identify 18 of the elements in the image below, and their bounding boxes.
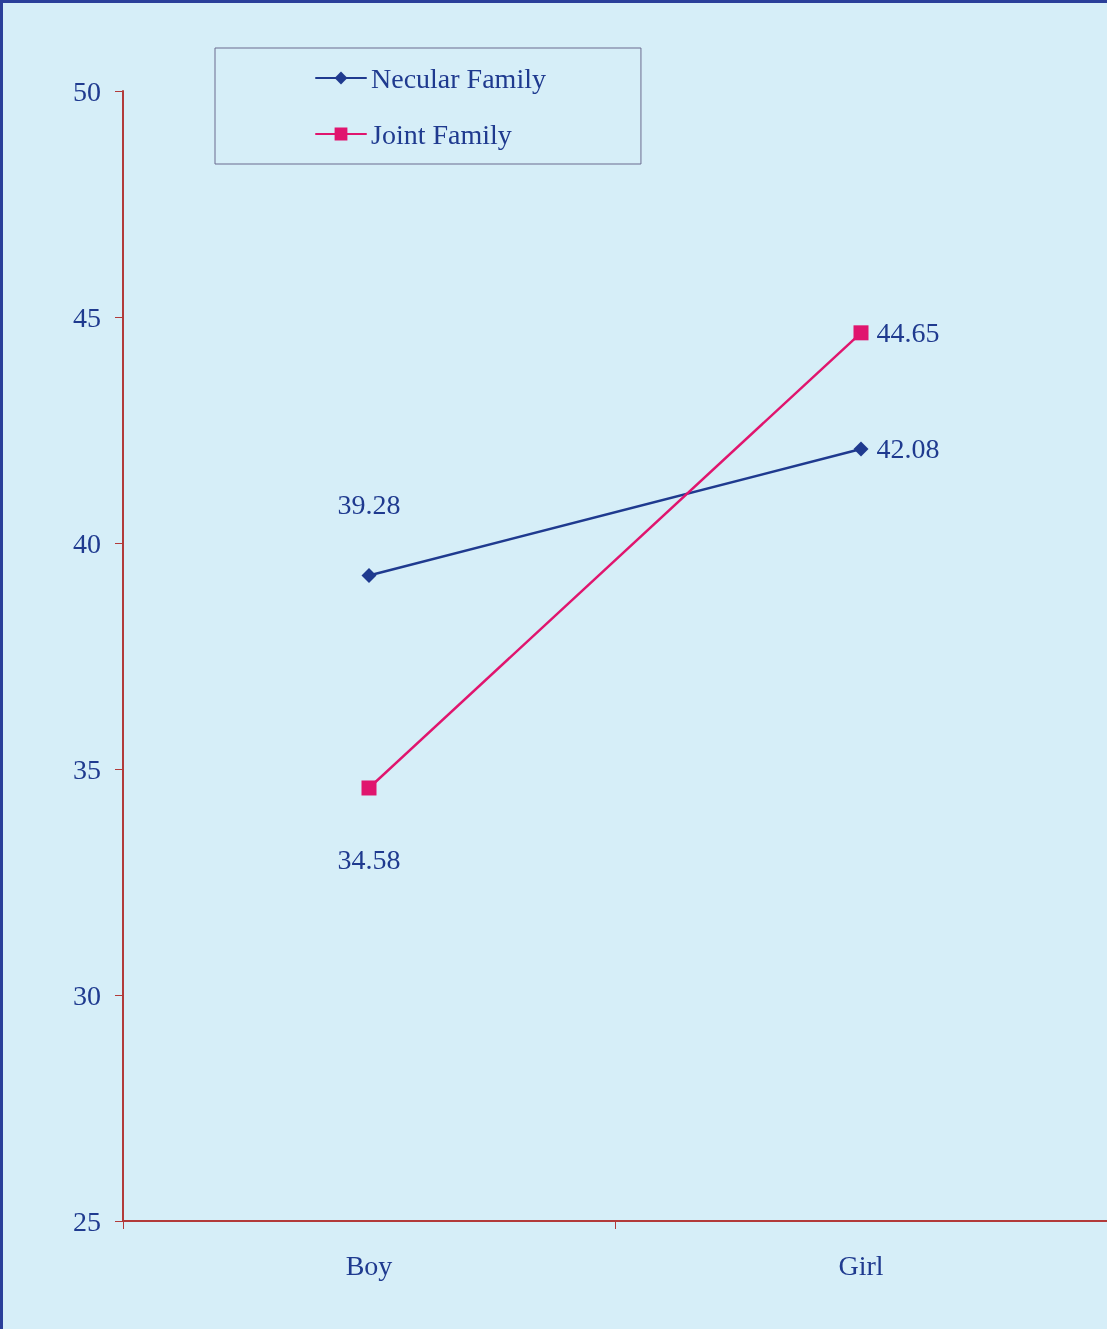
- y-tick-label: 35: [73, 753, 101, 785]
- y-tick-label: 50: [73, 75, 101, 107]
- y-tick-label: 25: [73, 1205, 101, 1237]
- y-tick-label: 40: [73, 527, 101, 559]
- point: [853, 441, 869, 457]
- data-label: 42.08: [876, 433, 940, 465]
- point: [361, 568, 377, 584]
- y-tick-label: 45: [73, 301, 101, 333]
- data-label: 34.58: [337, 843, 401, 875]
- data-label: 39.28: [337, 488, 401, 520]
- x-tick-label: Girl: [838, 1249, 884, 1281]
- point: [361, 780, 377, 796]
- point: [853, 325, 869, 341]
- data-label: 44.65: [876, 317, 940, 349]
- x-tick-label: Boy: [345, 1249, 393, 1281]
- y-tick-label: 30: [73, 979, 101, 1011]
- legend-label: Necular Family: [371, 62, 546, 94]
- legend-label: Joint Family: [371, 118, 512, 150]
